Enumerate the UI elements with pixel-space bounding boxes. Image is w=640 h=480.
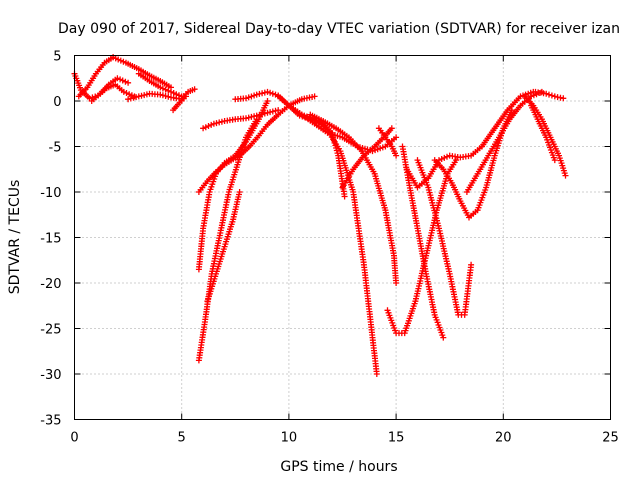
- y-tick-label: -30: [40, 368, 61, 383]
- series-arc-13: [204, 189, 243, 305]
- y-tick-label: -25: [40, 323, 61, 338]
- x-tick-label: 20: [495, 431, 512, 446]
- series-arc-12: [200, 107, 282, 132]
- x-tick-label: 10: [281, 431, 298, 446]
- series-arc-24: [431, 107, 515, 221]
- series-line: [434, 109, 513, 219]
- grid: [74, 55, 611, 420]
- series-markers: [403, 143, 485, 191]
- data-series: [71, 54, 569, 377]
- series-arc-03: [88, 75, 132, 104]
- series-markers: [375, 125, 400, 159]
- x-tick-label: 0: [70, 431, 78, 446]
- chart-title: Day 090 of 2017, Sidereal Day-to-day VTE…: [58, 21, 620, 37]
- series-markers: [414, 157, 475, 318]
- axis-ticks: 0 5 10 15 20 25 5 0 -5 -10 -15 -20 -25 -30 -35: [40, 50, 619, 446]
- y-tick-label: -15: [40, 232, 61, 247]
- series-arc-17: [307, 111, 400, 286]
- series-arc-04: [110, 54, 174, 91]
- series-markers: [135, 70, 185, 100]
- x-axis-label: GPS time / hours: [280, 459, 397, 475]
- series-markers: [232, 88, 380, 377]
- y-tick-label: 0: [53, 95, 61, 110]
- series-markers: [384, 157, 460, 337]
- series-markers: [200, 107, 282, 132]
- x-tick-label: 25: [602, 431, 619, 446]
- y-tick-label: -5: [49, 141, 62, 156]
- series-markers: [75, 54, 117, 100]
- series-line: [235, 91, 378, 375]
- series-markers: [88, 75, 132, 104]
- y-tick-label: 5: [53, 50, 61, 65]
- series-markers: [339, 125, 395, 191]
- y-axis-label: SDTVAR / TECUs: [7, 180, 23, 295]
- series-arc-23: [414, 157, 475, 318]
- series-markers: [195, 93, 318, 195]
- series-arc-06: [135, 70, 185, 100]
- series-arc-19: [375, 125, 400, 159]
- series-arc-29: [532, 88, 567, 102]
- series-markers: [110, 54, 174, 91]
- series-markers: [478, 88, 537, 150]
- series-markers: [204, 189, 243, 305]
- series-arc-22: [403, 143, 485, 191]
- series-arc-28: [528, 102, 558, 164]
- series-markers: [125, 90, 185, 103]
- x-tick-label: 5: [178, 431, 186, 446]
- series-markers: [431, 107, 515, 221]
- y-tick-label: -20: [40, 277, 61, 292]
- series-arc-18: [339, 125, 395, 191]
- series-markers: [532, 88, 567, 102]
- series-arc-08: [170, 93, 189, 114]
- series-arc-14: [232, 88, 380, 377]
- x-tick-label: 15: [388, 431, 405, 446]
- series-arc-05: [125, 90, 185, 103]
- series-arc-20: [384, 157, 460, 337]
- y-tick-label: -35: [40, 414, 61, 429]
- series-markers: [528, 102, 558, 164]
- series-arc-02: [75, 54, 117, 100]
- series-markers: [170, 93, 189, 114]
- y-tick-label: -10: [40, 186, 61, 201]
